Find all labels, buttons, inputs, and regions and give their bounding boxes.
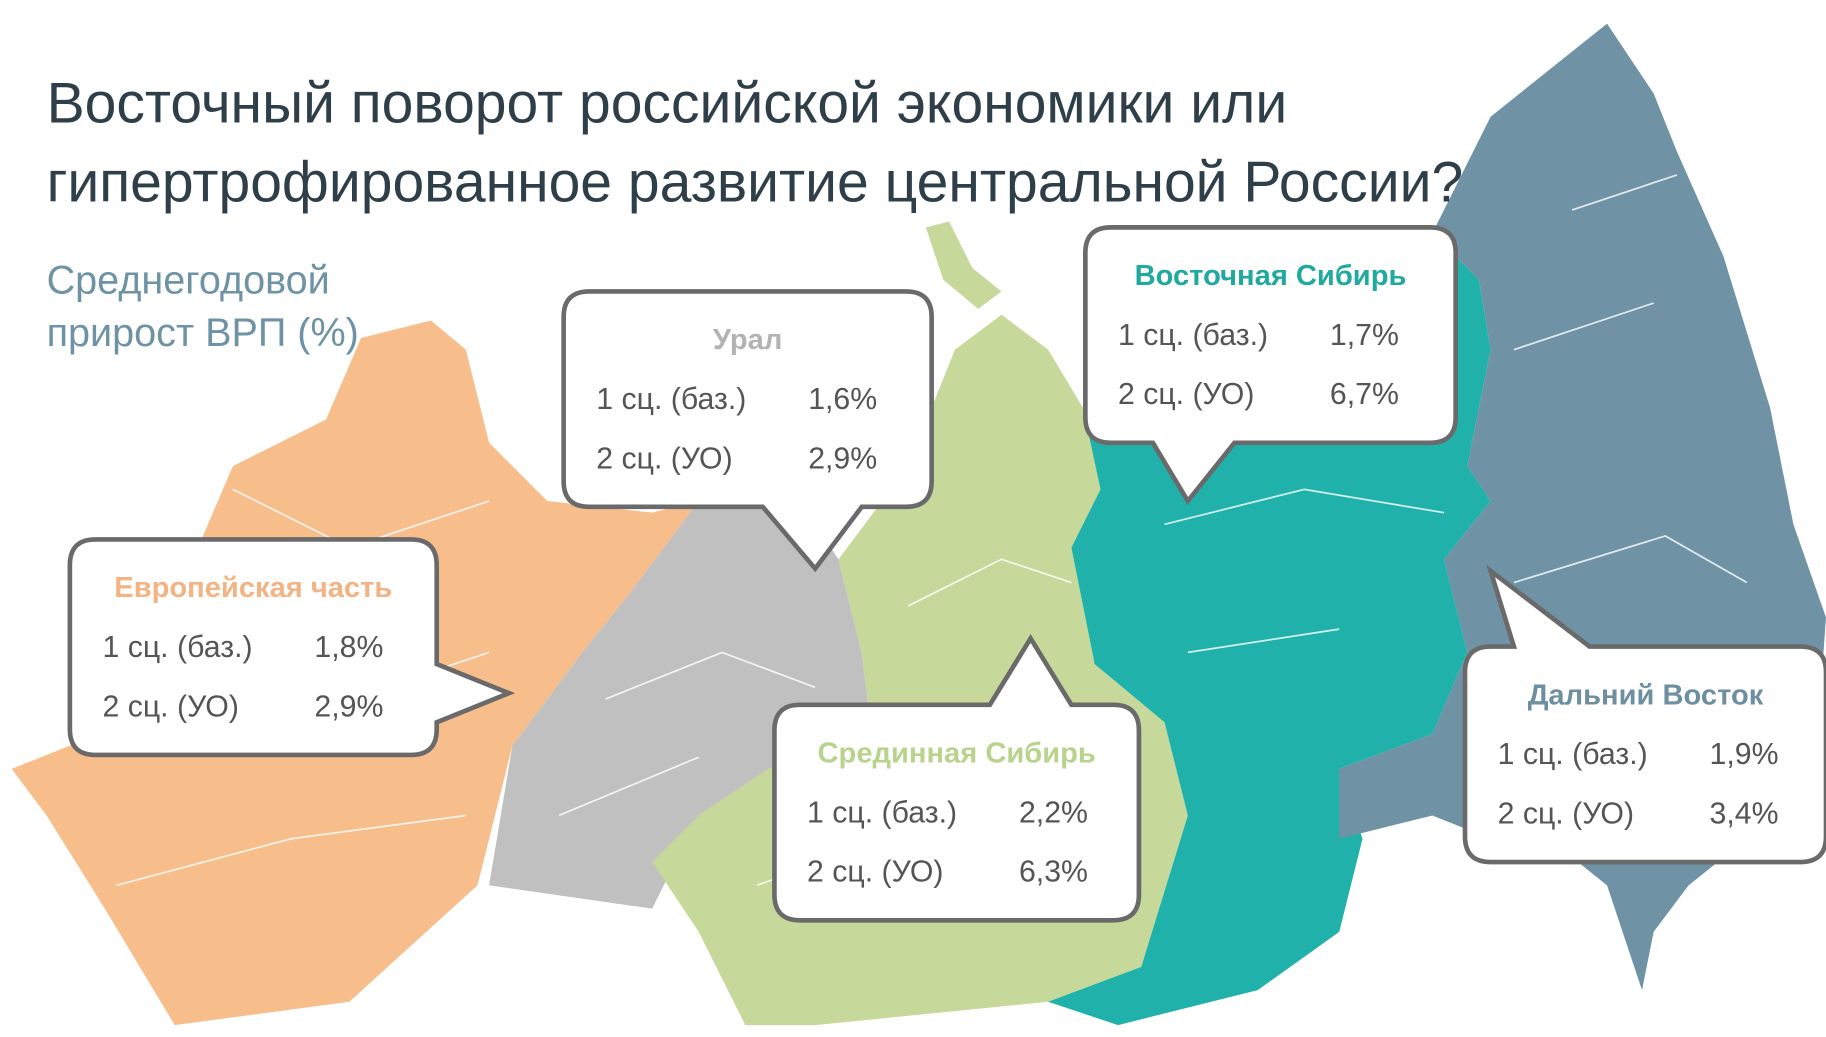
scenario-label: 1 сц. (баз.) — [807, 796, 957, 829]
scenario-label: 2 сц. (УО) — [807, 856, 943, 889]
title-line: гипертрофированное развитие центральной … — [47, 151, 1464, 215]
scenario-value: 2,2% — [1019, 796, 1088, 829]
scenario-value: 2,9% — [314, 690, 383, 723]
scenario-value: 1,9% — [1710, 738, 1779, 771]
scenario-label: 2 сц. (УО) — [1498, 797, 1634, 830]
callout-box — [772, 633, 1142, 923]
scenario-label: 1 сц. (баз.) — [102, 631, 252, 664]
scenario-value: 1,8% — [314, 631, 383, 664]
callout-box — [67, 537, 516, 758]
callout: Срединная Сибирь 1 сц. (баз.) 2,2% 2 сц. (У… — [772, 633, 1142, 923]
scenario-label: 1 сц. (баз.) — [596, 383, 746, 416]
callout: Урал 1 сц. (баз.) 1,6% 2 сц. (УО) 2,9% — [561, 289, 934, 573]
region-name: Срединная Сибирь — [818, 738, 1096, 770]
scenario-value: 3,4% — [1710, 797, 1779, 830]
callout: Европейская часть 1 сц. (баз.) 1,8% 2 сц. (… — [67, 537, 516, 758]
callout-box — [1462, 564, 1826, 865]
callout: Восточная Сибирь 1 сц. (баз.) 1,7% 2 сц. (У… — [1083, 225, 1459, 506]
title-line: Восточный поворот российской экономики и… — [47, 71, 1288, 135]
region-name: Восточная Сибирь — [1135, 260, 1407, 292]
region-name: Урал — [713, 324, 782, 356]
callout-box — [561, 289, 934, 573]
region-name: Дальний Восток — [1528, 679, 1764, 711]
subtitle-line: прирост ВРП (%) — [47, 311, 359, 355]
scenario-value: 1,6% — [808, 383, 877, 416]
region-name: Европейская часть — [114, 572, 392, 604]
scenario-label: 2 сц. (УО) — [1118, 378, 1254, 411]
callout-box — [1083, 225, 1459, 506]
callout: Дальний Восток 1 сц. (баз.) 1,9% 2 сц. (УО)… — [1462, 564, 1826, 865]
scenario-value: 6,3% — [1019, 856, 1088, 889]
scenario-label: 1 сц. (баз.) — [1118, 319, 1268, 352]
scenario-label: 2 сц. (УО) — [596, 442, 732, 475]
scenario-value: 6,7% — [1330, 378, 1399, 411]
island — [925, 221, 1002, 309]
scenario-value: 2,9% — [808, 442, 877, 475]
scenario-value: 1,7% — [1330, 319, 1399, 352]
scenario-label: 2 сц. (УО) — [102, 690, 238, 723]
scenario-label: 1 сц. (баз.) — [1498, 738, 1648, 771]
subtitle-line: Среднегодовой — [47, 259, 330, 303]
